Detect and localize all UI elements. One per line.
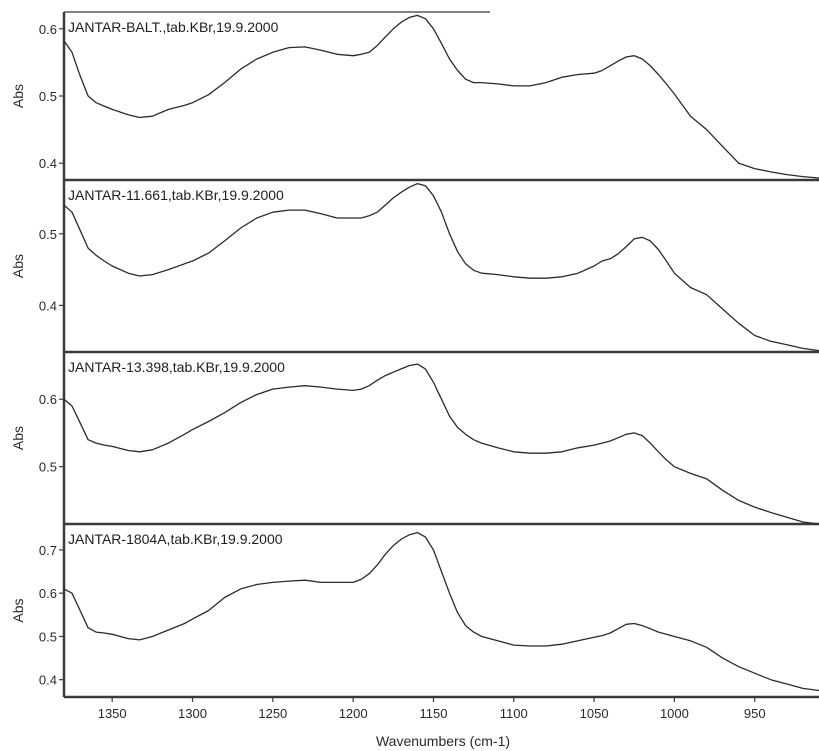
y-tick-label: 0.4 — [39, 156, 57, 171]
y-tick-label: 0.5 — [39, 89, 57, 104]
y-tick-label: 0.6 — [39, 392, 57, 407]
x-tick-label: 1050 — [580, 706, 609, 721]
x-axis-title: Wavenumbers (cm-1) — [376, 733, 510, 749]
spectrum-line — [63, 363, 819, 525]
panel-title: JANTAR-11.661,tab.KBr,19.9.2000 — [68, 187, 284, 203]
y-tick-label: 0.4 — [39, 673, 57, 688]
y-tick-label: 0.5 — [39, 629, 57, 644]
panel-title: JANTAR-BALT.,tab.KBr,19.9.2000 — [68, 19, 279, 35]
spectrum-panel-1: 0.4 0.5 0.6 Abs JANTAR-BALT.,tab.KBr,19.9.20… — [10, 11, 819, 182]
spectrum-line — [63, 14, 819, 179]
spectrum-line — [63, 182, 819, 352]
x-tick-label: 1350 — [98, 706, 127, 721]
spectrum-panel-3: 0.5 0.6 Abs JANTAR-13.398,tab.KBr,19.9.2000 — [10, 352, 819, 526]
x-axis: 1350 1300 1250 1200 1150 1100 1050 1000 950 — [98, 697, 766, 721]
y-tick-label: 0.6 — [39, 22, 57, 37]
y-axis-title: Abs — [10, 84, 26, 108]
spectrum-line — [63, 531, 819, 692]
x-tick-label: 950 — [744, 706, 766, 721]
x-tick-label: 1300 — [178, 706, 207, 721]
x-tick-label: 1250 — [258, 706, 287, 721]
y-tick-label: 0.5 — [39, 460, 57, 475]
y-tick-label: 0.7 — [39, 543, 57, 558]
y-tick-label: 0.5 — [39, 227, 57, 242]
y-tick-label: 0.4 — [39, 298, 57, 313]
x-tick-label: 1200 — [339, 706, 368, 721]
y-axis-title: Abs — [10, 254, 26, 278]
x-tick-label: 1100 — [500, 706, 528, 721]
y-axis-title: Abs — [10, 598, 26, 622]
spectrum-panel-4: 0.4 0.5 0.6 0.7 Abs JANTAR-1804A,tab.KBr,19.9… — [10, 524, 819, 699]
x-tick-label: 1150 — [419, 706, 447, 721]
y-tick-label: 0.6 — [39, 586, 57, 601]
panel-title: JANTAR-13.398,tab.KBr,19.9.2000 — [68, 359, 285, 375]
x-tick-label: 1000 — [660, 706, 689, 721]
panel-title: JANTAR-1804A,tab.KBr,19.9.2000 — [68, 531, 283, 547]
spectrum-panel-2: 0.4 0.5 Abs JANTAR-11.661,tab.KBr,19.9.2000 — [10, 180, 819, 354]
y-axis-title: Abs — [10, 426, 26, 450]
